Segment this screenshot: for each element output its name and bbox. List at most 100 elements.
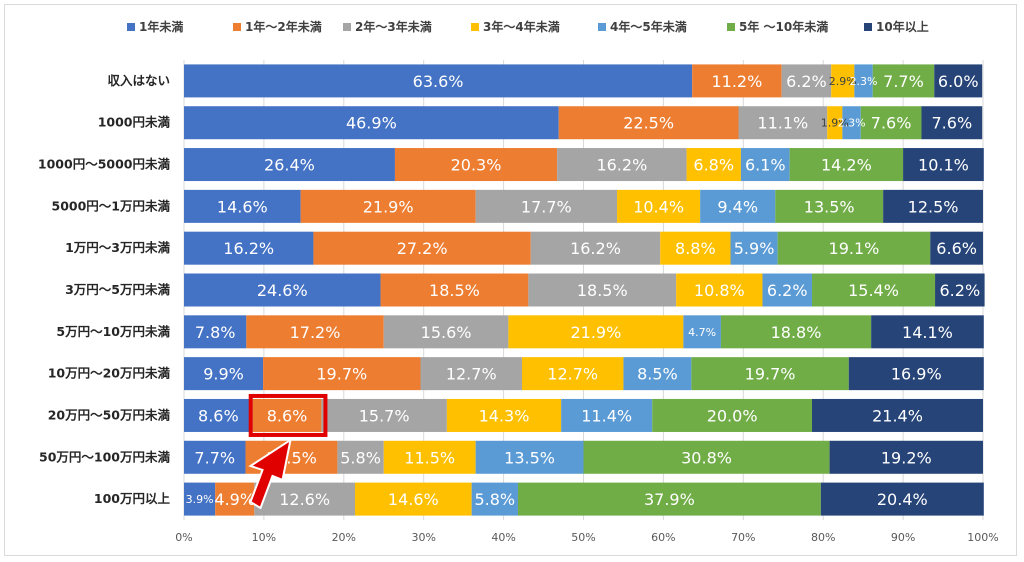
bar-segment bbox=[354, 482, 472, 516]
data-label: 8.8% bbox=[675, 239, 716, 258]
bar-segment bbox=[530, 231, 661, 265]
data-label: 17.2% bbox=[290, 323, 341, 342]
data-label: 18.8% bbox=[771, 323, 822, 342]
bar-segment bbox=[730, 231, 778, 265]
bar-segment bbox=[762, 273, 813, 307]
category-label: 20万円～50万円未満 bbox=[48, 407, 171, 422]
data-label: 16.2% bbox=[570, 239, 621, 258]
data-label: 6.6% bbox=[936, 239, 977, 258]
data-label: 19.7% bbox=[745, 365, 796, 384]
data-label: 2.9% bbox=[829, 75, 857, 88]
data-label: 18.5% bbox=[577, 281, 628, 300]
data-label: 7.7% bbox=[194, 448, 235, 467]
data-label: 5.8% bbox=[340, 448, 381, 467]
bar-segment bbox=[383, 440, 476, 474]
bar-segment bbox=[184, 231, 314, 265]
data-label: 15.4% bbox=[848, 281, 899, 300]
data-label: 17.7% bbox=[521, 197, 572, 216]
legend-swatch bbox=[471, 23, 479, 31]
bar-segment bbox=[394, 148, 558, 182]
bar-segment bbox=[740, 148, 790, 182]
bar-segment bbox=[781, 64, 832, 98]
bar-segment bbox=[263, 357, 421, 391]
legend-label: 10年以上 bbox=[876, 19, 929, 34]
bar-segment bbox=[246, 315, 384, 349]
data-label: 7.6% bbox=[871, 114, 912, 133]
x-tick-label: 40% bbox=[491, 531, 515, 544]
bar-segment bbox=[558, 106, 739, 140]
x-tick-label: 30% bbox=[411, 531, 435, 544]
bar-segment bbox=[184, 106, 559, 140]
bar-segment bbox=[934, 64, 983, 98]
data-label: 11.5% bbox=[404, 448, 455, 467]
data-label: 21.9% bbox=[363, 197, 414, 216]
bar-segment bbox=[871, 315, 984, 349]
category-label: 5000円～1万円未満 bbox=[52, 198, 171, 213]
data-label: 12.5% bbox=[908, 197, 959, 216]
bar-segment bbox=[930, 231, 983, 265]
bar-segment bbox=[184, 398, 253, 432]
data-label: 6.2% bbox=[940, 281, 981, 300]
bar-segment bbox=[184, 315, 247, 349]
category-label: 10万円～20万円未満 bbox=[48, 366, 171, 381]
bar-segment bbox=[676, 273, 763, 307]
data-label: 5.8% bbox=[474, 490, 515, 509]
x-tick-label: 20% bbox=[332, 531, 356, 544]
data-label: 13.5% bbox=[504, 448, 555, 467]
data-label: 16.2% bbox=[596, 156, 647, 175]
category-label: 50万円～100万円未満 bbox=[39, 449, 170, 464]
legend-swatch bbox=[598, 23, 606, 31]
bar-segment bbox=[831, 64, 855, 98]
bar-segment bbox=[777, 231, 931, 265]
category-label: 100万円以上 bbox=[94, 491, 171, 506]
data-label: 18.5% bbox=[429, 281, 480, 300]
data-label: 9.9% bbox=[203, 365, 244, 384]
bar-segment bbox=[842, 106, 861, 140]
data-label: 15.7% bbox=[359, 406, 410, 425]
data-label: 14.2% bbox=[821, 156, 872, 175]
bar-segment bbox=[254, 482, 355, 516]
data-label: 14.3% bbox=[479, 406, 530, 425]
data-label: 8.6% bbox=[267, 406, 308, 425]
bar-segment bbox=[300, 189, 476, 223]
data-label: 19.1% bbox=[829, 239, 880, 258]
bar-segment bbox=[854, 64, 873, 98]
bar-segment bbox=[471, 482, 518, 516]
data-label: 6.1% bbox=[745, 156, 786, 175]
data-label: 13.5% bbox=[804, 197, 855, 216]
data-label: 27.2% bbox=[397, 239, 448, 258]
bar-segment bbox=[321, 398, 447, 432]
data-label: 7.7% bbox=[883, 72, 924, 91]
data-label: 11.4% bbox=[581, 406, 632, 425]
data-label: 14.1% bbox=[902, 323, 953, 342]
data-label: 7.8% bbox=[195, 323, 236, 342]
data-label: 6.2% bbox=[786, 72, 827, 91]
data-label: 6.0% bbox=[938, 72, 979, 91]
category-label: 1000円～5000円未満 bbox=[38, 157, 171, 172]
data-label: 11.1% bbox=[757, 114, 808, 133]
data-label: 24.6% bbox=[257, 281, 308, 300]
data-label: 6.8% bbox=[693, 156, 734, 175]
bar-segment bbox=[557, 148, 687, 182]
data-labels: 63.6% 11.2% 6.2% 2.9%2.3% 7.7% 6.0%46.9% 22.5%… bbox=[186, 72, 981, 509]
data-label: 3.9% bbox=[186, 493, 214, 506]
data-label: 1.9% bbox=[821, 117, 849, 130]
bar-segment bbox=[623, 357, 692, 391]
data-label: 10.8% bbox=[694, 281, 745, 300]
data-label: 12.7% bbox=[547, 365, 598, 384]
category-label: 1000円未満 bbox=[98, 115, 171, 130]
bar-segment bbox=[617, 189, 701, 223]
bar-segment bbox=[686, 148, 741, 182]
data-label: 20.0% bbox=[707, 406, 758, 425]
data-label: 9.4% bbox=[717, 197, 758, 216]
data-label: 7.6% bbox=[932, 114, 973, 133]
data-label: 19.2% bbox=[881, 448, 932, 467]
data-label: 22.5% bbox=[623, 114, 674, 133]
legend-label: 1年～2年未満 bbox=[245, 19, 322, 34]
bar-segment bbox=[903, 148, 984, 182]
bar-segment bbox=[738, 106, 828, 140]
bar-segment bbox=[184, 357, 264, 391]
bar-segment bbox=[446, 398, 562, 432]
bar-segment bbox=[184, 148, 395, 182]
